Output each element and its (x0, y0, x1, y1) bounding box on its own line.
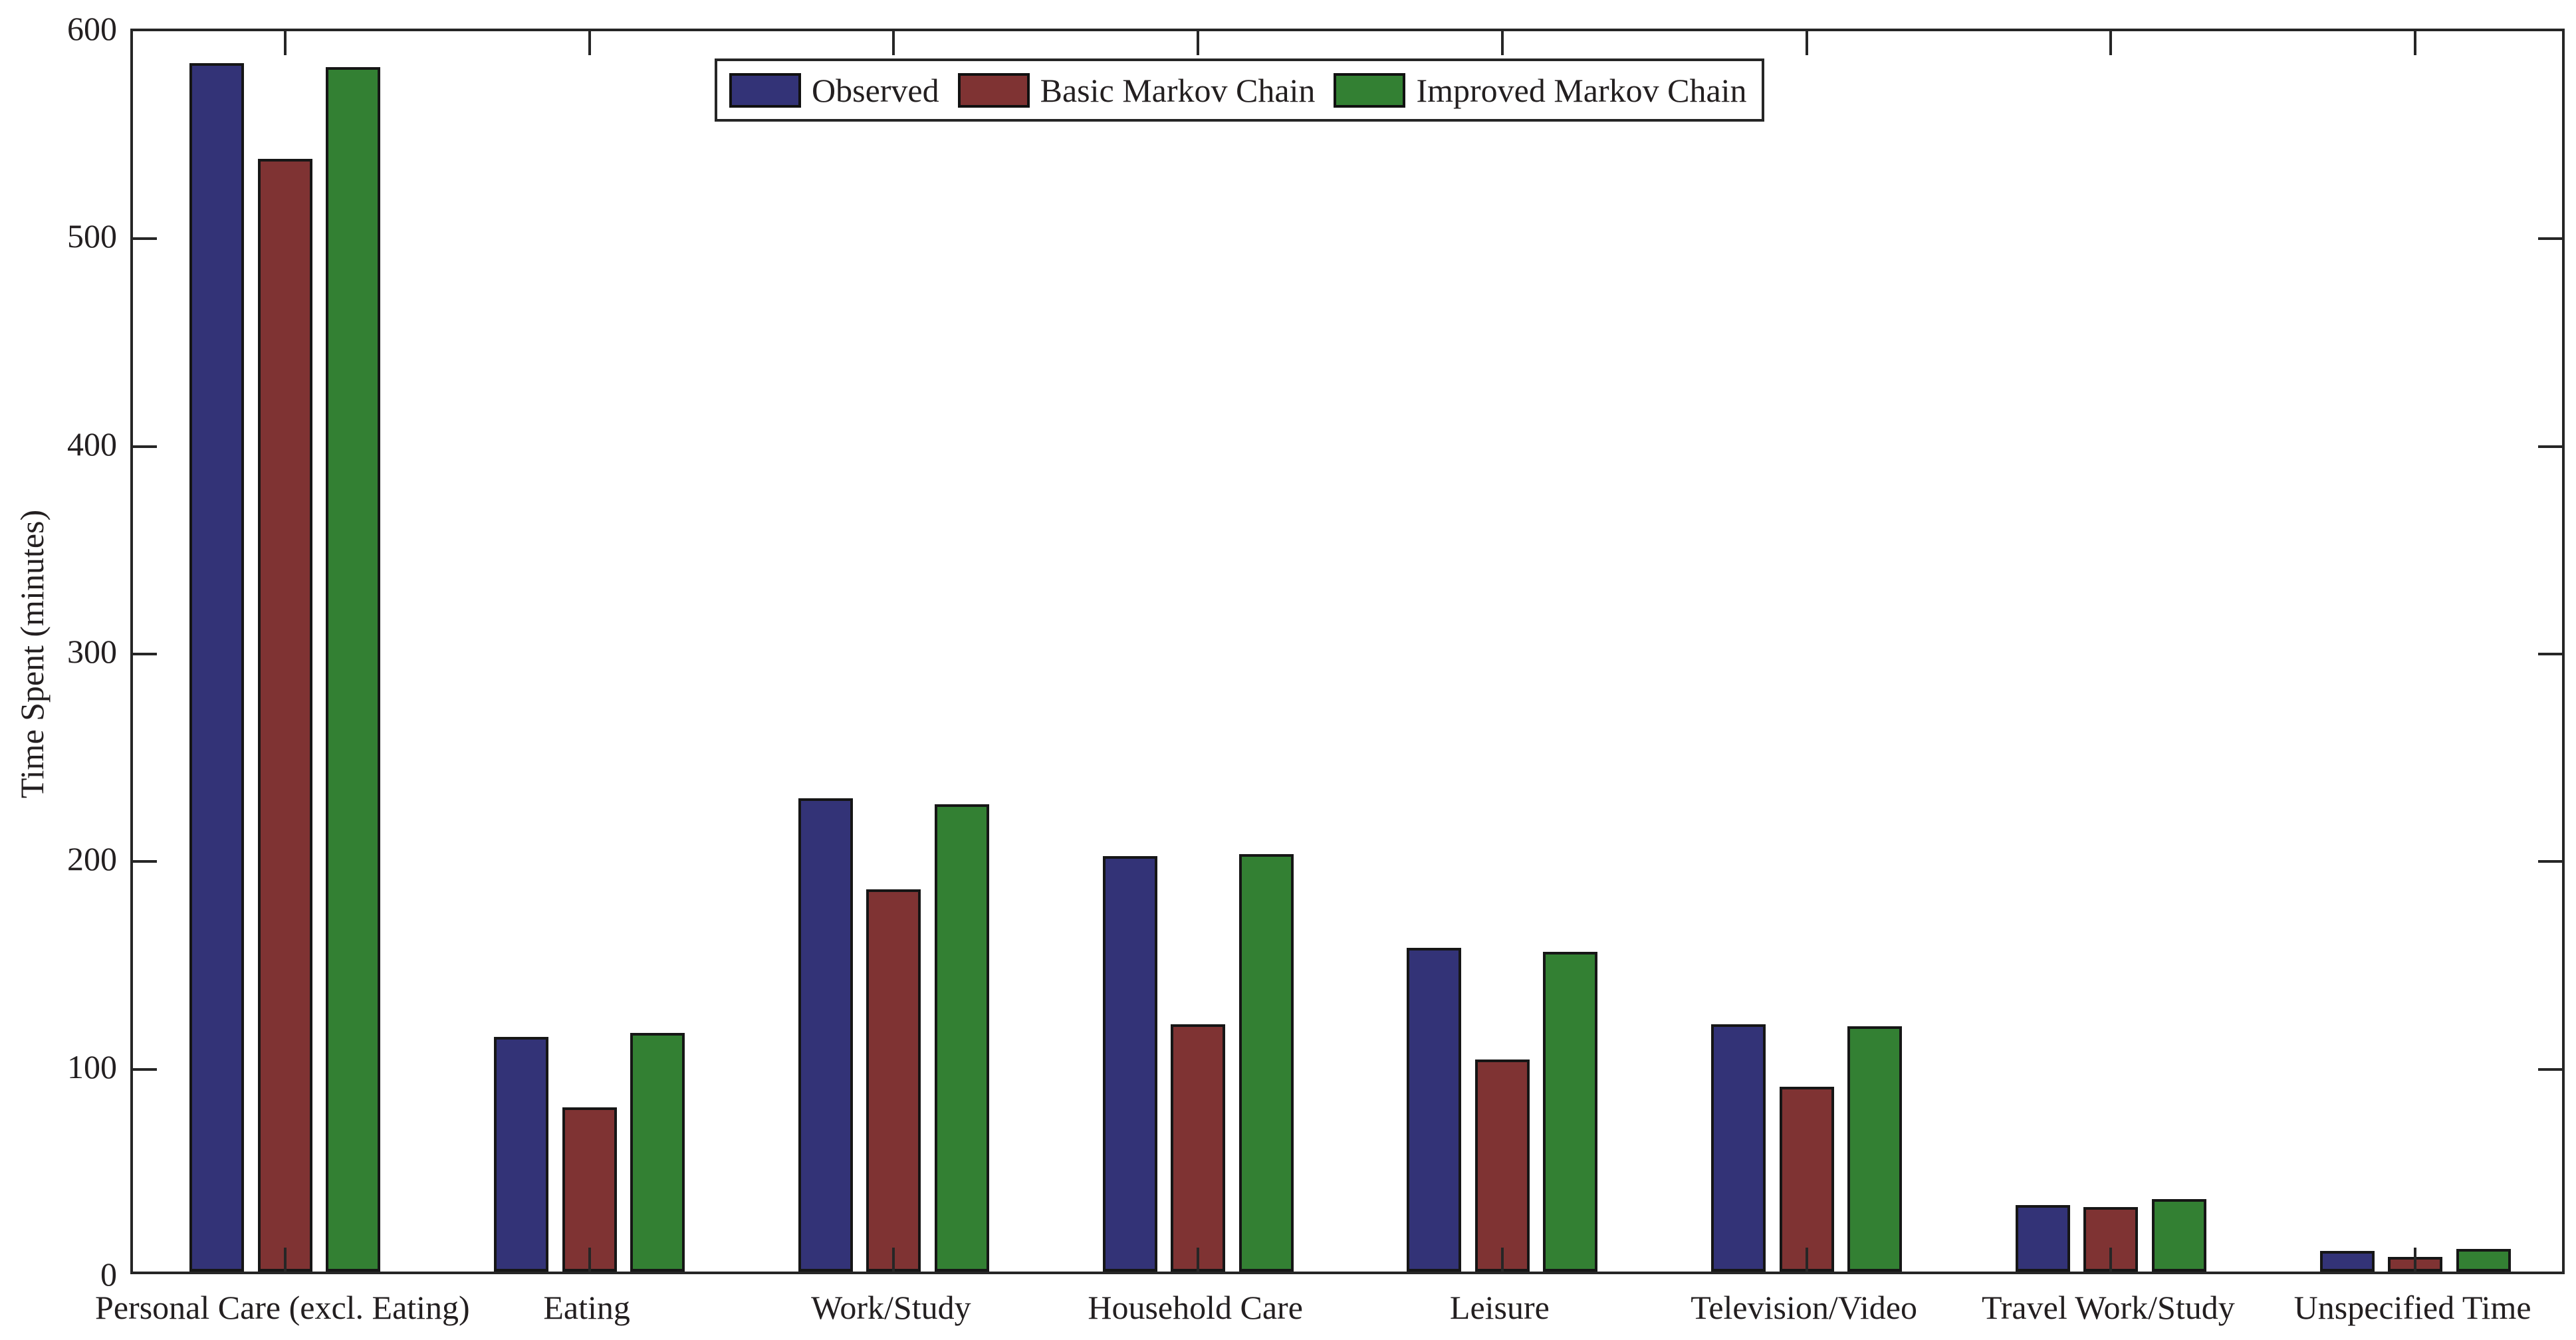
legend-label: Observed (812, 71, 939, 109)
legend-label: Basic Markov Chain (1040, 71, 1316, 109)
x-axis-tick-top (892, 31, 895, 55)
x-category-label: Unspecified Time (2293, 1289, 2531, 1326)
y-axis-tick-right (2538, 860, 2562, 863)
x-axis-tick-top (1500, 31, 1504, 55)
bar (630, 1033, 685, 1272)
x-category-label: Leisure (1449, 1289, 1550, 1326)
bar (934, 804, 989, 1272)
x-axis-tick-top (1197, 31, 1200, 55)
legend-swatch-basic-markov-chain (957, 72, 1030, 108)
bar (1711, 1024, 1766, 1272)
y-tick-label: 600 (67, 10, 117, 47)
bar (2319, 1251, 2375, 1272)
x-axis-tick-bottom (892, 1248, 895, 1272)
bar (494, 1037, 549, 1272)
y-axis-tick-right (2538, 237, 2562, 241)
bar (1779, 1087, 1834, 1272)
x-axis-tick-top (1805, 31, 1808, 55)
y-tick-label: 200 (67, 840, 117, 878)
bar (1238, 854, 1294, 1272)
y-tick-label: 500 (67, 217, 117, 255)
x-category-label: Television/Video (1691, 1289, 1917, 1326)
y-axis-tick-right (2538, 653, 2562, 655)
legend-item: Basic Markov Chain (957, 71, 1316, 110)
bar (2015, 1205, 2070, 1272)
bar (1407, 948, 1462, 1272)
legend: Observed Basic Markov Chain Improved Marko… (715, 58, 1764, 122)
legend-swatch-observed (729, 72, 801, 108)
x-axis-tick-top (2109, 31, 2113, 55)
x-axis-tick-bottom (2109, 1248, 2113, 1272)
x-category-label: Eating (543, 1289, 630, 1326)
y-tick-label: 400 (67, 425, 117, 463)
y-axis-tick-right (2538, 445, 2562, 448)
bar (562, 1107, 617, 1272)
legend-label: Improved Markov Chain (1416, 71, 1747, 109)
bar (1847, 1026, 1903, 1272)
y-tick-label: 100 (67, 1048, 117, 1085)
y-axis-tick (133, 860, 157, 863)
y-tick-label: 300 (67, 633, 117, 670)
x-axis-tick-bottom (1500, 1248, 1504, 1272)
plot-area (130, 29, 2565, 1274)
y-axis-tick (133, 1067, 157, 1071)
x-category-label: Work/Study (811, 1289, 971, 1326)
x-axis-tick-top (283, 31, 287, 55)
y-axis-tick-right (2538, 1067, 2562, 1071)
bar (866, 889, 921, 1272)
bar (326, 67, 381, 1272)
x-category-label: Household Care (1088, 1289, 1303, 1326)
x-axis-tick-bottom (1197, 1248, 1200, 1272)
bar (189, 63, 245, 1272)
bar (257, 159, 312, 1272)
x-category-label: Travel Work/Study (1982, 1289, 2235, 1326)
x-category-label: Personal Care (excl. Eating) (95, 1289, 470, 1326)
y-axis-tick (133, 445, 157, 448)
y-axis-tick (133, 237, 157, 241)
x-axis-tick-bottom (588, 1248, 591, 1272)
x-axis-tick-bottom (1805, 1248, 1808, 1272)
bar (1474, 1060, 1530, 1272)
legend-item: Observed (729, 71, 939, 110)
x-axis-tick-bottom (283, 1248, 287, 1272)
bar (1171, 1024, 1226, 1272)
bar (798, 798, 853, 1272)
x-axis-tick-bottom (2414, 1248, 2417, 1272)
y-tick-label: 0 (100, 1256, 117, 1293)
x-axis-tick-top (588, 31, 591, 55)
bar (2456, 1249, 2511, 1272)
y-axis-tick (133, 653, 157, 655)
legend-item: Improved Markov Chain (1334, 71, 1747, 110)
legend-swatch-improved-markov-chain (1334, 72, 1406, 108)
bar (2151, 1199, 2206, 1272)
bar (1543, 952, 1598, 1272)
bar (1102, 856, 1157, 1272)
x-axis-tick-top (2414, 31, 2417, 55)
